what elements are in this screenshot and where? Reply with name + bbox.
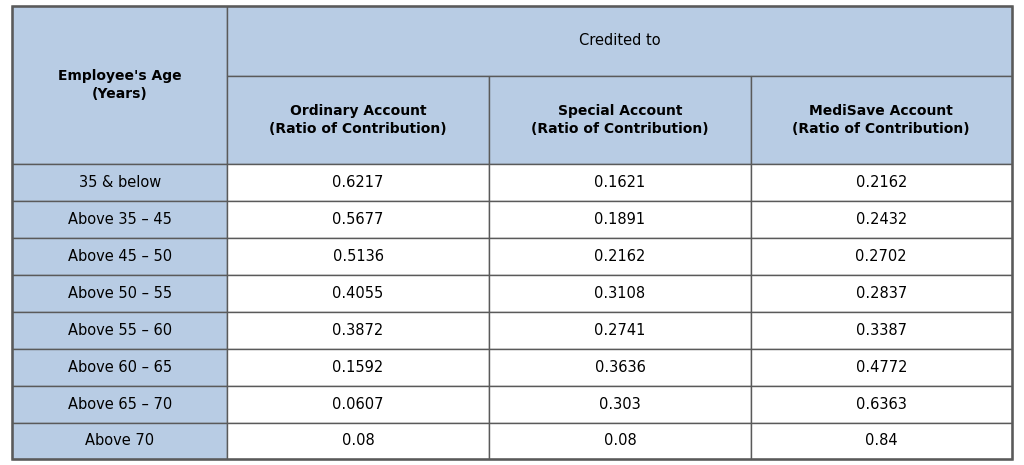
Bar: [227, 312, 489, 349]
Text: Above 45 – 50: Above 45 – 50: [68, 249, 172, 264]
Bar: [227, 165, 489, 201]
Bar: [227, 423, 489, 459]
Bar: [12, 201, 227, 238]
Bar: [489, 76, 751, 165]
Bar: [489, 238, 751, 275]
Bar: [489, 165, 751, 201]
Text: 0.84: 0.84: [865, 433, 898, 448]
Bar: [12, 423, 227, 459]
Bar: [489, 312, 751, 349]
Bar: [227, 349, 489, 385]
Text: Ordinary Account
(Ratio of Contribution): Ordinary Account (Ratio of Contribution): [269, 104, 446, 136]
Text: 0.2837: 0.2837: [856, 286, 907, 301]
Text: Credited to: Credited to: [579, 33, 660, 48]
Text: 0.4055: 0.4055: [333, 286, 384, 301]
Bar: [751, 312, 1012, 349]
Bar: [227, 76, 489, 165]
Bar: [227, 201, 489, 238]
Text: 0.5677: 0.5677: [333, 212, 384, 227]
Text: 0.3872: 0.3872: [333, 323, 384, 338]
Bar: [12, 6, 227, 165]
Text: MediSave Account
(Ratio of Contribution): MediSave Account (Ratio of Contribution): [793, 104, 970, 136]
Text: 0.6363: 0.6363: [856, 397, 906, 412]
Text: 0.2162: 0.2162: [856, 175, 907, 190]
Bar: [227, 275, 489, 312]
Text: 0.3108: 0.3108: [594, 286, 645, 301]
Text: 0.1621: 0.1621: [594, 175, 645, 190]
Text: 0.3636: 0.3636: [595, 360, 645, 375]
Bar: [489, 349, 751, 385]
Text: 0.6217: 0.6217: [333, 175, 384, 190]
Bar: [12, 238, 227, 275]
Text: 0.08: 0.08: [342, 433, 375, 448]
Text: 0.5136: 0.5136: [333, 249, 384, 264]
Bar: [751, 275, 1012, 312]
Bar: [751, 165, 1012, 201]
Bar: [751, 201, 1012, 238]
Text: Employee's Age
(Years): Employee's Age (Years): [58, 69, 181, 101]
Text: Above 70: Above 70: [85, 433, 155, 448]
Bar: [489, 385, 751, 423]
Bar: [12, 312, 227, 349]
Text: Above 35 – 45: Above 35 – 45: [68, 212, 172, 227]
Bar: [12, 275, 227, 312]
Bar: [751, 238, 1012, 275]
Text: 0.2162: 0.2162: [594, 249, 645, 264]
Text: 0.4772: 0.4772: [855, 360, 907, 375]
Text: 0.0607: 0.0607: [333, 397, 384, 412]
Bar: [751, 76, 1012, 165]
Text: Above 50 – 55: Above 50 – 55: [68, 286, 172, 301]
Bar: [489, 275, 751, 312]
Text: 35 & below: 35 & below: [79, 175, 161, 190]
Text: Special Account
(Ratio of Contribution): Special Account (Ratio of Contribution): [531, 104, 709, 136]
Bar: [751, 349, 1012, 385]
Text: Above 55 – 60: Above 55 – 60: [68, 323, 172, 338]
Text: 0.303: 0.303: [599, 397, 641, 412]
Bar: [12, 349, 227, 385]
Bar: [12, 385, 227, 423]
Text: 0.2741: 0.2741: [594, 323, 645, 338]
Text: 0.1891: 0.1891: [594, 212, 645, 227]
Text: 0.3387: 0.3387: [856, 323, 907, 338]
Text: 0.08: 0.08: [603, 433, 636, 448]
Text: 0.2702: 0.2702: [855, 249, 907, 264]
Text: 0.1592: 0.1592: [333, 360, 384, 375]
Bar: [12, 165, 227, 201]
Bar: [227, 6, 1012, 76]
Text: 0.2432: 0.2432: [856, 212, 907, 227]
Bar: [489, 201, 751, 238]
Bar: [227, 238, 489, 275]
Text: Above 65 – 70: Above 65 – 70: [68, 397, 172, 412]
Bar: [227, 385, 489, 423]
Bar: [751, 385, 1012, 423]
Text: Above 60 – 65: Above 60 – 65: [68, 360, 172, 375]
Bar: [489, 423, 751, 459]
Bar: [751, 423, 1012, 459]
